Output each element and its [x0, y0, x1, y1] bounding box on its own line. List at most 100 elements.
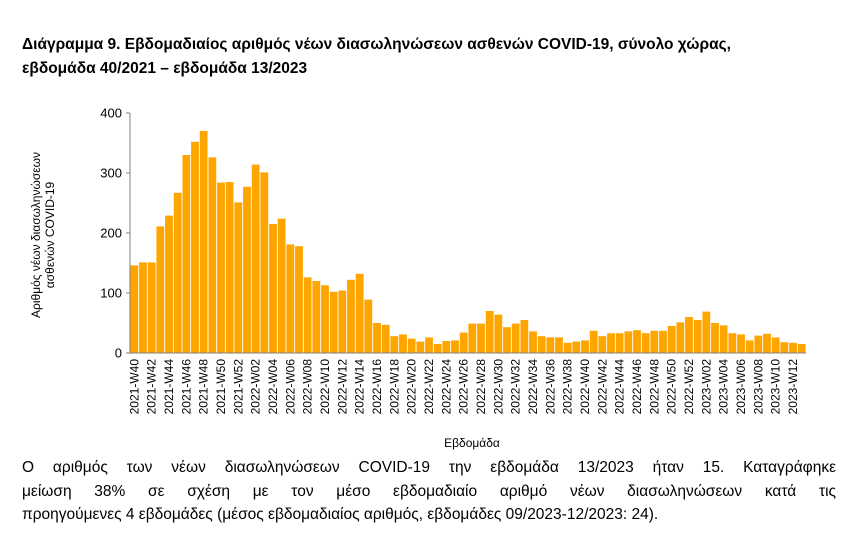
bar	[494, 314, 503, 353]
bar	[650, 330, 659, 353]
bar	[468, 323, 477, 353]
bar	[338, 290, 347, 353]
bar	[399, 334, 407, 353]
bar	[789, 342, 797, 353]
y-tick-label: 0	[115, 346, 122, 361]
bar	[659, 330, 667, 353]
bar	[503, 327, 511, 353]
x-tick-label: 2022-W24	[439, 359, 453, 415]
bar	[511, 323, 520, 353]
x-tick-label: 2022-W50	[665, 359, 679, 415]
x-tick-label: 2022-W20	[405, 359, 419, 415]
bar	[745, 340, 754, 353]
y-tick-label: 100	[100, 286, 122, 301]
x-tick-label: 2021-W42	[145, 359, 159, 415]
y-axis-title: Αριθμός νέων διασωληνώσεων	[29, 152, 43, 318]
x-tick-label: 2023-W02	[699, 359, 713, 415]
x-tick-label: 2021-W50	[214, 359, 228, 415]
bar	[407, 338, 416, 353]
bar	[771, 337, 780, 353]
bar	[269, 224, 277, 353]
x-tick-label: 2022-W30	[491, 359, 505, 415]
bar	[217, 182, 225, 353]
chart-title-line-1: Διάγραμμα 9. Εβδομαδιαίος αριθμός νέων δ…	[22, 36, 731, 53]
bar	[373, 323, 381, 353]
x-tick-label: 2022-W32	[509, 359, 523, 415]
x-tick-label: 2022-W08	[301, 359, 315, 415]
bar	[243, 186, 251, 353]
x-tick-label: 2022-W36	[543, 359, 557, 415]
y-tick-label: 200	[100, 226, 122, 241]
bar	[711, 323, 719, 353]
bar	[676, 322, 685, 353]
caption-line-1: Ο αριθμός των νέων διασωληνώσεων COVID-1…	[22, 459, 836, 476]
x-tick-label: 2021-W48	[197, 359, 211, 415]
y-tick-label: 400	[100, 106, 122, 121]
bar	[754, 335, 763, 353]
chart-title-line-2: εβδομάδα 40/2021 – εβδομάδα 13/2023	[22, 60, 308, 77]
x-tick-label: 2022-W10	[318, 359, 332, 415]
bar	[797, 344, 806, 353]
bar	[225, 182, 234, 353]
bar	[633, 330, 641, 353]
x-tick-label: 2022-W22	[422, 359, 436, 415]
x-tick-label: 2022-W06	[283, 359, 297, 415]
bar	[156, 226, 165, 353]
bar	[303, 277, 312, 353]
bar	[442, 341, 451, 353]
bar	[737, 334, 745, 353]
bar	[390, 336, 399, 353]
x-tick-label: 2022-W04	[266, 359, 280, 415]
bar	[165, 215, 173, 353]
bar	[139, 262, 147, 353]
bar	[199, 131, 208, 353]
x-tick-label: 2021-W44	[162, 359, 176, 415]
bar	[728, 333, 737, 353]
x-tick-label: 2022-W38	[561, 359, 575, 415]
chart-title: Διάγραμμα 9. Εβδομαδιαίος αριθμός νέων δ…	[22, 33, 852, 81]
x-tick-label: 2022-W52	[682, 359, 696, 415]
chart-caption: Ο αριθμός των νέων διασωληνώσεων COVID-1…	[22, 456, 836, 527]
bar	[641, 333, 650, 353]
caption-line-2: μείωση 38% σε σχέση με τον μέσο εβδομαδι…	[22, 482, 836, 500]
x-tick-label: 2023-W10	[769, 359, 783, 415]
bar	[433, 344, 442, 353]
bar	[667, 326, 676, 353]
bar	[685, 317, 693, 353]
caption-line-3: προηγούμενες 4 εβδομάδες (μέσος εβδομαδι…	[22, 506, 659, 523]
x-tick-label: 2022-W46	[630, 359, 644, 415]
bar	[537, 336, 546, 353]
bar	[130, 265, 139, 353]
bar	[702, 311, 711, 353]
bar	[520, 320, 529, 353]
x-tick-label: 2022-W26	[457, 359, 471, 415]
bar	[329, 291, 338, 353]
x-tick-label: 2023-W12	[786, 359, 800, 415]
bar	[719, 325, 728, 353]
bar	[589, 330, 598, 353]
x-tick-label: 2021-W46	[179, 359, 193, 415]
x-tick-label: 2022-W12	[335, 359, 349, 415]
x-tick-label: 2022-W02	[249, 359, 263, 415]
bar	[477, 323, 485, 353]
bar	[459, 332, 468, 353]
bar	[286, 244, 295, 353]
bar	[693, 320, 702, 353]
bar	[572, 341, 581, 353]
bar	[607, 333, 615, 353]
bar	[321, 285, 329, 353]
bar	[277, 218, 286, 353]
bar	[381, 324, 390, 353]
bar	[416, 341, 425, 353]
bar	[260, 172, 269, 353]
bar	[485, 311, 494, 353]
bar	[364, 299, 373, 353]
x-tick-label: 2023-W08	[751, 359, 765, 415]
bar	[581, 340, 589, 353]
bar	[173, 192, 182, 353]
x-tick-label: 2022-W34	[526, 359, 540, 415]
bar	[598, 336, 607, 353]
bar	[546, 337, 555, 353]
bar	[355, 273, 364, 353]
bar	[147, 262, 156, 353]
